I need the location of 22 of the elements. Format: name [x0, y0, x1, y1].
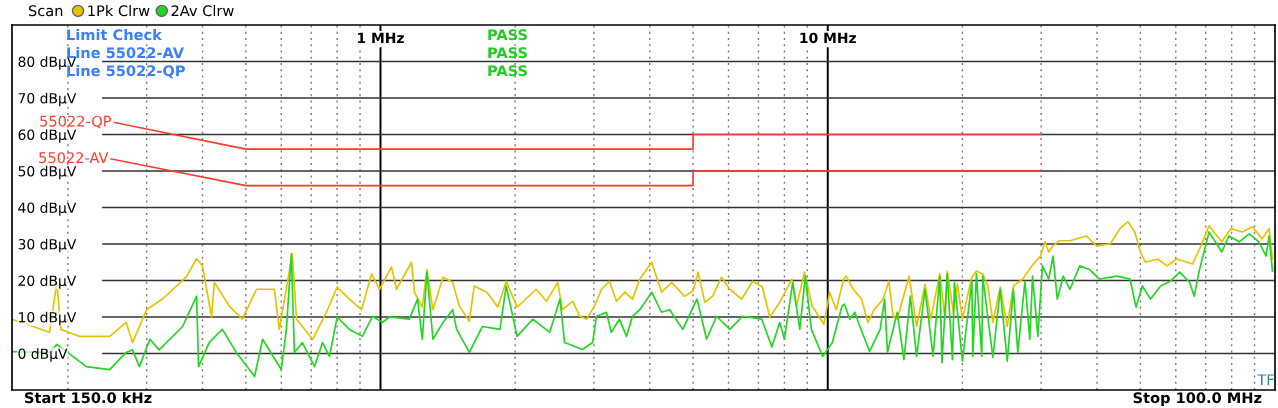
annotation: PASS — [488, 47, 527, 59]
series-label: 55022-AV — [39, 152, 109, 164]
annotation: PASS — [488, 29, 527, 41]
text: Stop 100.0 MHz — [1133, 392, 1262, 407]
y-tick-label: 70 dBµV — [18, 92, 77, 107]
y-tick-label: 60 dBµV — [18, 129, 77, 143]
y-tick-label: 0 dBµV — [18, 348, 68, 362]
annotation: TF — [1257, 374, 1274, 386]
legend-label: 2Av Clrw — [171, 4, 234, 17]
text: Start 150.0 kHz — [25, 391, 152, 404]
annotation: Limit Check — [67, 28, 163, 41]
x-tick-label: 10 MHz — [800, 32, 856, 44]
y-tick-label: 20 dBµV — [18, 275, 77, 289]
legend-title: Scan — [28, 5, 63, 17]
y-tick-label: 10 dBµV — [19, 311, 77, 326]
x-tick-label: 1 MHz — [358, 32, 404, 43]
annotation: PASS — [488, 65, 527, 77]
series-label: 55022-QP — [40, 115, 112, 129]
y-tick-label: 40 dBµV — [18, 202, 77, 216]
y-tick-label: 30 dBµV — [18, 238, 77, 253]
legend-label: 1Pk Clrw — [88, 4, 150, 17]
y-tick-label: 50 dBµV — [18, 165, 77, 180]
